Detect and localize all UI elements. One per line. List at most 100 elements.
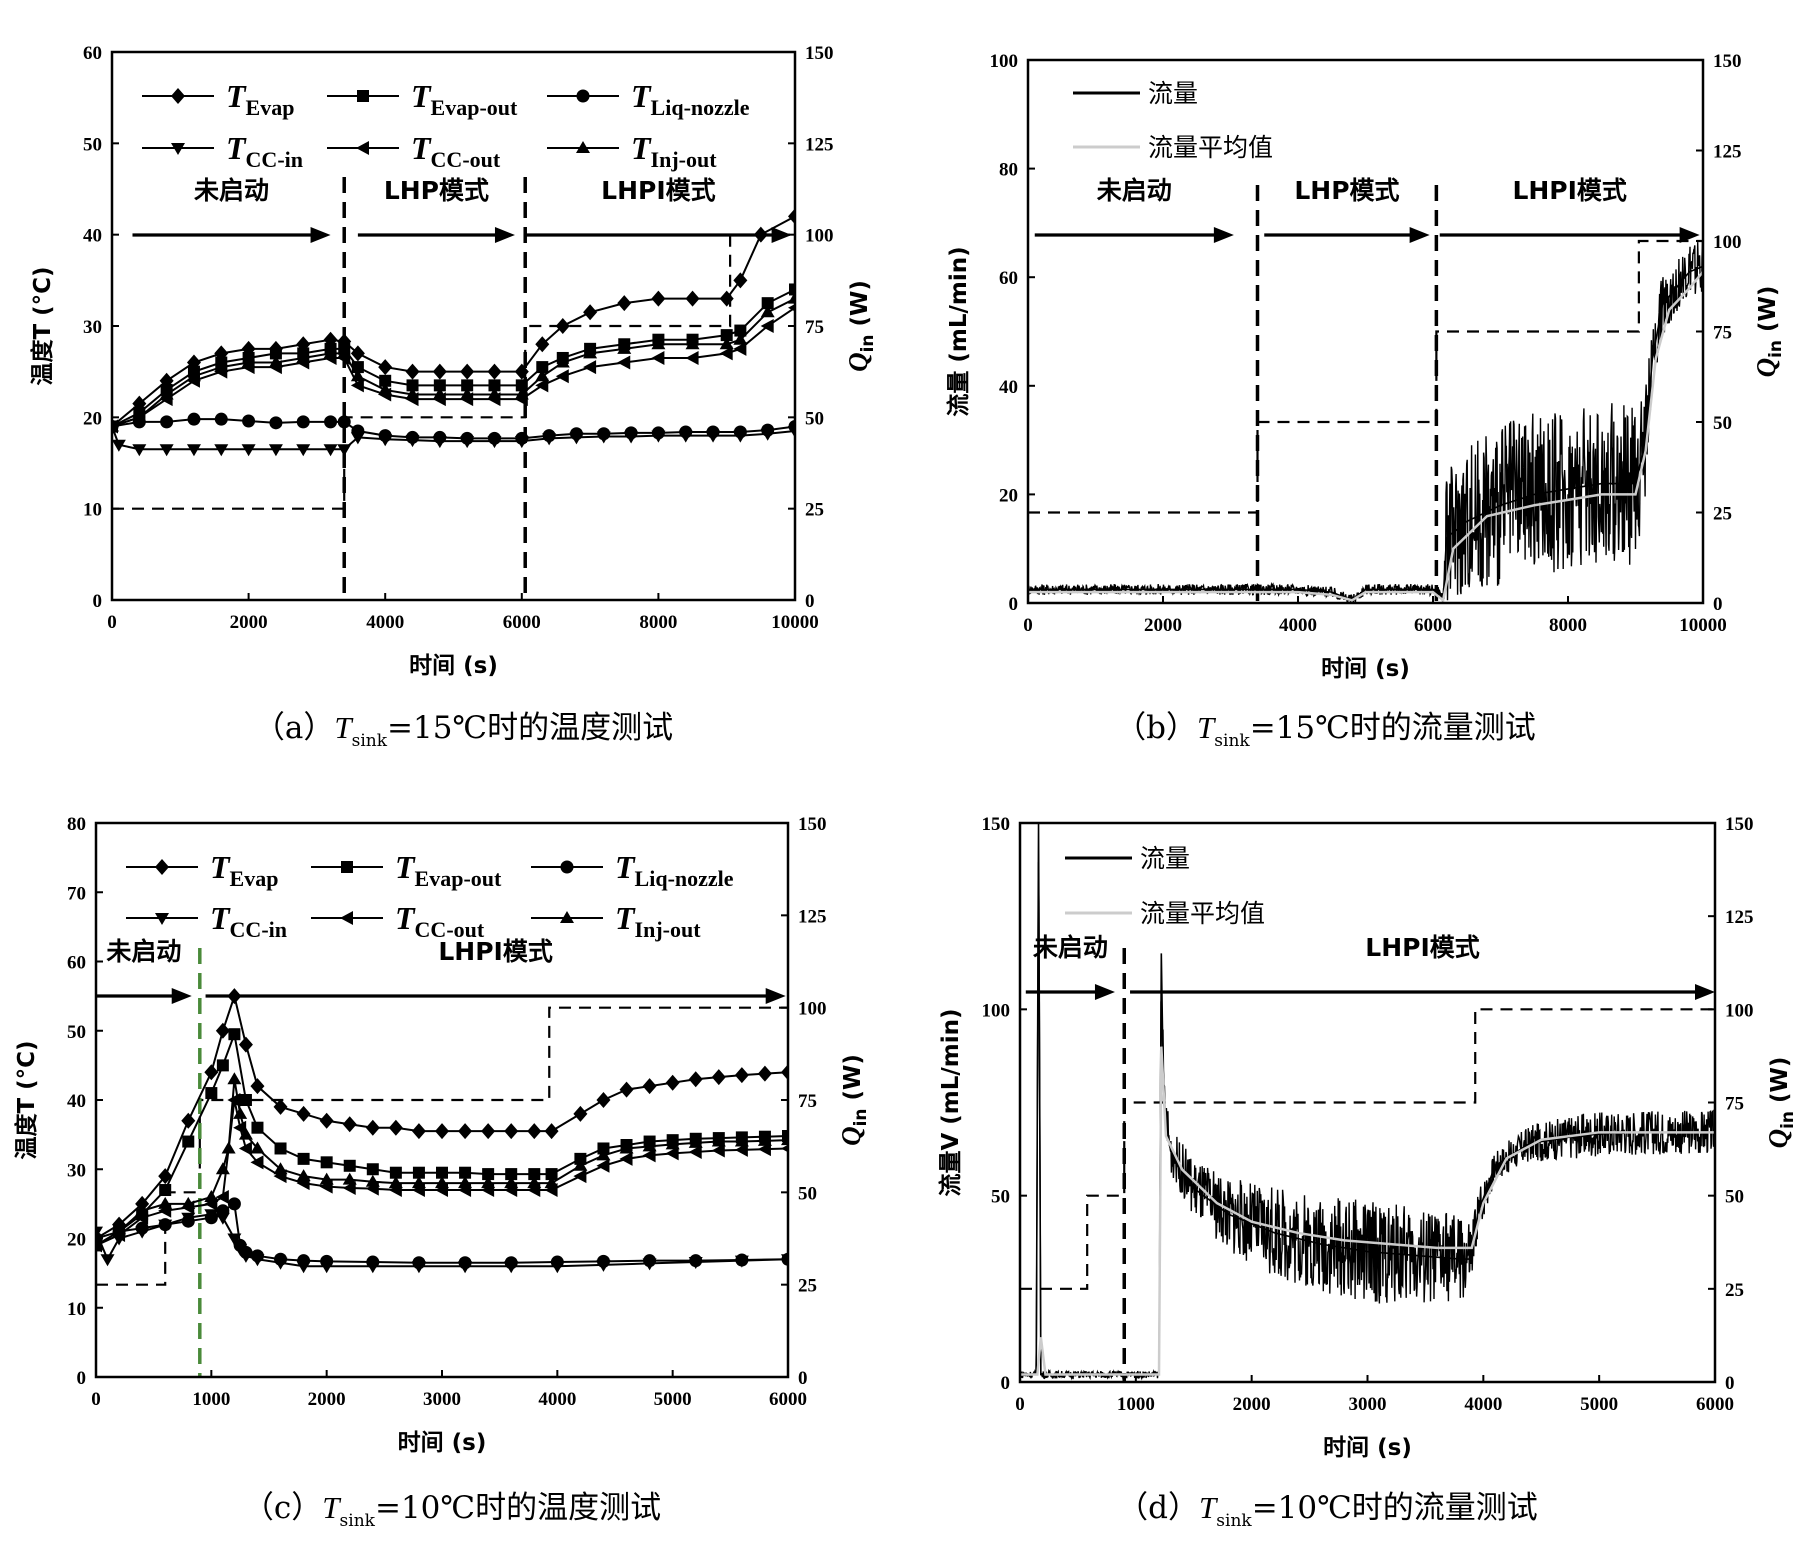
legend-marker-tri-up — [576, 141, 590, 153]
plot-area — [96, 948, 788, 1377]
series-point-T_CC-out — [158, 1203, 172, 1218]
series-point-T_CC-out — [241, 360, 255, 375]
legend-label-main: T — [631, 78, 652, 114]
series-point-T_CC-out — [268, 360, 282, 375]
mode-label: LHPI模式 — [1365, 933, 1479, 962]
series-point-T_Evap — [350, 345, 365, 362]
x-axis-title: 时间 (s) — [1323, 1435, 1412, 1461]
series-point-T_CC-in — [542, 433, 557, 446]
series-point-T_Inj-out — [342, 1172, 357, 1185]
legend-marker-diamond — [171, 88, 185, 104]
series-point-T_Evap — [388, 1119, 403, 1136]
series-point-T_Evap — [342, 1116, 357, 1133]
series-point-T_CC-in — [788, 426, 795, 439]
mode-label: 未启动 — [106, 937, 181, 966]
y-left-tick-label: 0 — [1009, 594, 1019, 615]
y-left-tick-label: 150 — [982, 814, 1011, 835]
legend-label: 流量平均值 — [1148, 133, 1273, 162]
mode-arrow — [357, 227, 515, 243]
series-point-T_CC-out — [378, 387, 392, 402]
series-point-T_CC-out — [651, 350, 665, 365]
series-point-T_Inj-out — [757, 1133, 772, 1146]
series-point-T_Inj-out — [685, 337, 700, 350]
legend-label-sub: Evap — [230, 866, 279, 891]
series-point-T_CC-out — [458, 1183, 472, 1198]
series-point-T_Inj-out — [642, 1139, 657, 1152]
legend-label: TEvap — [226, 78, 294, 120]
series-point-T_CC-in — [296, 444, 311, 457]
caption-prefix: （b） — [1115, 710, 1197, 746]
series-point-T_Evap-out — [789, 283, 795, 296]
series-point-T_CC-out — [233, 1120, 247, 1135]
panel-caption: （d）Tsink=10℃时的流量测试 — [1117, 1490, 1538, 1531]
legend-label-main: T — [411, 130, 432, 166]
y-left-tick-label: 0 — [1001, 1373, 1011, 1394]
y-right-tick-label: 75 — [798, 1091, 817, 1112]
y-left-tick-label: 0 — [93, 591, 103, 612]
panel-c-temperature-10: 0 1000 2000 3000 4000 5000 6000010203040506070… — [13, 814, 871, 1531]
series-point-T_CC-in — [411, 1261, 426, 1274]
series-point-T_CC-in — [250, 1254, 265, 1267]
mode-arrow — [1025, 984, 1115, 1000]
series-point-T_Evap — [158, 1168, 173, 1185]
mode-arrow — [1439, 227, 1700, 243]
series-point-T_Evap-out — [545, 1168, 558, 1181]
plot-area — [1028, 185, 1703, 603]
legend-label-main: T — [411, 78, 432, 114]
mode-arrow-head — [1213, 227, 1234, 243]
q-unit: (W) — [1767, 1057, 1793, 1111]
y-right-tick-label: 125 — [798, 906, 827, 927]
series-point-T_CC-out — [273, 1169, 287, 1184]
caption-sub: sink — [1216, 1511, 1252, 1531]
series-point-T_CC-out — [214, 364, 228, 379]
series-point-T_Inj-out — [688, 1135, 703, 1148]
series-point-T_Evap — [181, 1112, 196, 1129]
series-point-T_CC-out — [319, 1179, 333, 1194]
series-point-T_CC-in — [112, 439, 126, 452]
y-left-axis-title: 流量V (mL/min) — [937, 1008, 964, 1196]
mode-arrow — [96, 988, 192, 1004]
series-point-T_Liq-nozzle — [227, 1197, 241, 1211]
series-point-T_CC-in — [760, 428, 775, 441]
series-point-T_CC-in — [733, 430, 748, 443]
series-line-T_Inj-out — [112, 297, 795, 428]
q-main: Q — [1751, 358, 1781, 378]
y-right-tick-label: 50 — [1713, 413, 1732, 434]
series-point-T_Liq-nozzle — [132, 415, 146, 429]
series-point-T_Inj-out — [583, 346, 598, 359]
series-point-T_Evap — [688, 1071, 703, 1088]
caption-suffix: =10℃时的流量测试 — [1252, 1490, 1538, 1526]
series-point-T_CC-out — [685, 350, 699, 365]
mode-label: LHPI模式 — [601, 176, 715, 205]
caption-sub: sink — [1214, 731, 1250, 751]
series-point-T_CC-in — [319, 1261, 334, 1274]
mode-arrow-head — [171, 988, 192, 1004]
series-point-T_Evap — [215, 1022, 230, 1039]
y-right-tick-label: 0 — [1713, 594, 1723, 615]
caption-T: T — [334, 710, 354, 745]
y-right-tick-label: 150 — [798, 814, 827, 835]
series-point-T_Evap-out — [182, 1135, 195, 1148]
y-right-axis-title: Qin (W) — [1763, 1057, 1798, 1149]
series-point-T_CC-out — [296, 355, 310, 370]
series-point-T_CC-out — [719, 346, 733, 361]
mode-label: 未启动 — [194, 176, 269, 205]
y-right-tick-label: 150 — [1713, 51, 1742, 72]
legend-label-main: T — [395, 849, 416, 885]
series-point-T_CC-in — [215, 1212, 230, 1225]
y-right-tick-label: 0 — [805, 591, 815, 612]
y-right-tick-label: 25 — [798, 1276, 817, 1297]
series-point-T_CC-out — [544, 1183, 558, 1198]
series-point-T_Evap-out — [274, 1142, 287, 1155]
mode-arrow-head — [771, 227, 792, 243]
x-tick-label: 4000 — [366, 612, 404, 633]
x-tick-label: 4000 — [1279, 615, 1317, 636]
y-right-axis-title: Qin (W) — [843, 280, 878, 372]
legend-label: TCC-out — [395, 900, 485, 942]
y-left-tick-label: 40 — [999, 377, 1018, 398]
series-point-T_Evap — [514, 363, 529, 380]
legend-label-main: T — [631, 130, 652, 166]
y-right-tick-label: 0 — [798, 1368, 808, 1389]
series-line-flow — [1028, 240, 1703, 603]
series-point-T_CC-in — [186, 444, 201, 457]
